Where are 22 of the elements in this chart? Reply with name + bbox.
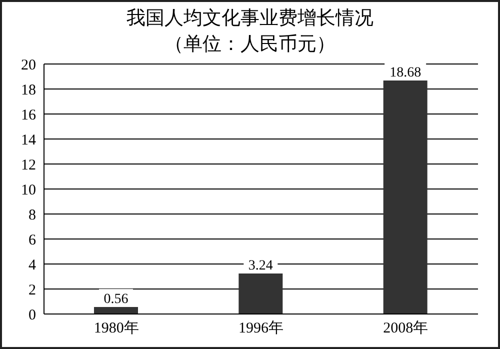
y-tick-label: 12 bbox=[21, 157, 36, 174]
bar bbox=[94, 307, 138, 314]
y-tick-label: 6 bbox=[28, 232, 36, 248]
chart-subtitle: （单位：人民币元） bbox=[164, 33, 336, 57]
y-tick-label: 0 bbox=[28, 307, 36, 324]
y-tick-label: 2 bbox=[28, 282, 36, 298]
x-tick-label: 1980年 bbox=[94, 320, 139, 337]
x-tick-label: 1996年 bbox=[238, 320, 284, 337]
data-label: 18.68 bbox=[390, 66, 422, 80]
bar bbox=[383, 80, 428, 314]
y-tick-label: 4 bbox=[28, 257, 36, 274]
data-label: 0.56 bbox=[104, 292, 128, 307]
bar bbox=[238, 274, 283, 314]
x-tick-label: 2008年 bbox=[383, 320, 428, 337]
data-label: 3.24 bbox=[248, 258, 273, 274]
y-tick-label: 10 bbox=[21, 182, 36, 198]
y-tick-label: 20 bbox=[21, 57, 36, 74]
y-tick-label: 8 bbox=[28, 207, 36, 224]
y-tick-label: 14 bbox=[21, 132, 36, 148]
y-tick-label: 16 bbox=[21, 107, 36, 124]
chart-title: 我国人均文化事业费增长情况 bbox=[126, 7, 374, 31]
y-tick-label: 18 bbox=[21, 82, 36, 98]
